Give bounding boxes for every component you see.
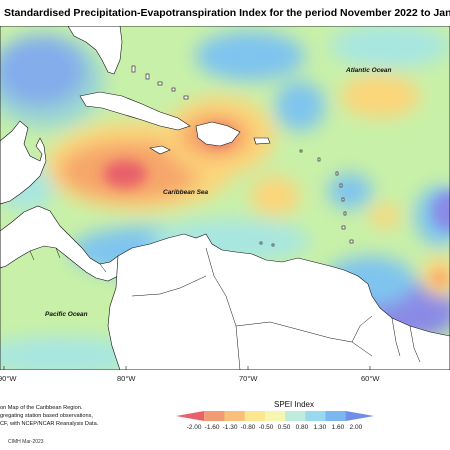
legend-tick-label: -1.60 [204,424,220,431]
land-masses [0,26,450,370]
map-title-text: Standardised Precipitation-Evapotranspir… [4,7,450,19]
legend-title: SPEI Index [273,400,315,409]
map-caption: on Map of the Caribbean Region. gregatin… [0,404,140,428]
legend-tick-label: 1.60 [331,424,345,431]
lon-label-90w: 90°W [0,374,17,383]
south-america [107,233,450,370]
caption-line: on Map of the Caribbean Region. [0,405,83,411]
lon-label-80w: 80°W [117,374,136,383]
hispaniola [195,121,241,147]
island [157,81,163,86]
legend-tick-label: -2.00 [186,424,202,431]
legend-tick-label: 1.30 [313,424,327,431]
legend-swatch [176,411,205,421]
legend-swatch [264,411,286,421]
country-borders [29,247,421,370]
island [299,149,303,153]
central-america [0,120,47,205]
legend-swatch [345,411,374,421]
island [171,87,176,92]
legend-ticks: -2.00 -1.60 -1.30 -0.80 -0.50 0.50 0.80 1.30 1.6… [170,424,380,436]
island [271,243,275,247]
lon-label-60w: 60°W [361,374,380,383]
island [339,183,343,188]
island [341,225,346,230]
spei-map: Atlantic Ocean Caribbean Sea Pacific Oce… [0,26,450,370]
legend-colorbar [176,411,374,421]
island [335,171,339,176]
legend-tick-label: -0.80 [240,424,256,431]
legend-swatch [305,411,326,421]
caption-line: CF, with NCEP/NCAR Reanalysis Data. [0,421,99,427]
legend-swatch [325,411,347,421]
jamaica [149,145,171,155]
legend-swatch [285,411,306,421]
island [131,65,136,73]
legend-tick-label: -0.50 [258,424,274,431]
legend-swatch [244,411,266,421]
island [349,239,354,244]
region-label-atlantic: Atlantic Ocean [345,67,392,74]
island [343,211,347,216]
island [145,73,150,80]
island [317,157,321,162]
region-label-pacific: Pacific Ocean [45,311,88,318]
legend-tick-label: 0.80 [295,424,309,431]
legend-tick-label: 0.50 [277,424,291,431]
lon-label-70w: 70°W [239,374,258,383]
caption-line: gregating station based observations, [0,413,93,419]
map-title: Standardised Precipitation-Evapotranspir… [0,0,450,26]
region-label-caribbean: Caribbean Sea [163,189,209,196]
puerto-rico [253,137,271,145]
legend-tick-label: -1.30 [222,424,238,431]
legend-tick-label: 2.00 [349,424,363,431]
cuba [79,91,191,131]
legend-swatch [204,411,225,421]
legend-swatch [224,411,245,421]
island [341,197,345,202]
island [259,241,263,245]
island [183,95,189,100]
credit-text: CIMH Mar-2023 [8,439,44,445]
florida [67,26,123,75]
